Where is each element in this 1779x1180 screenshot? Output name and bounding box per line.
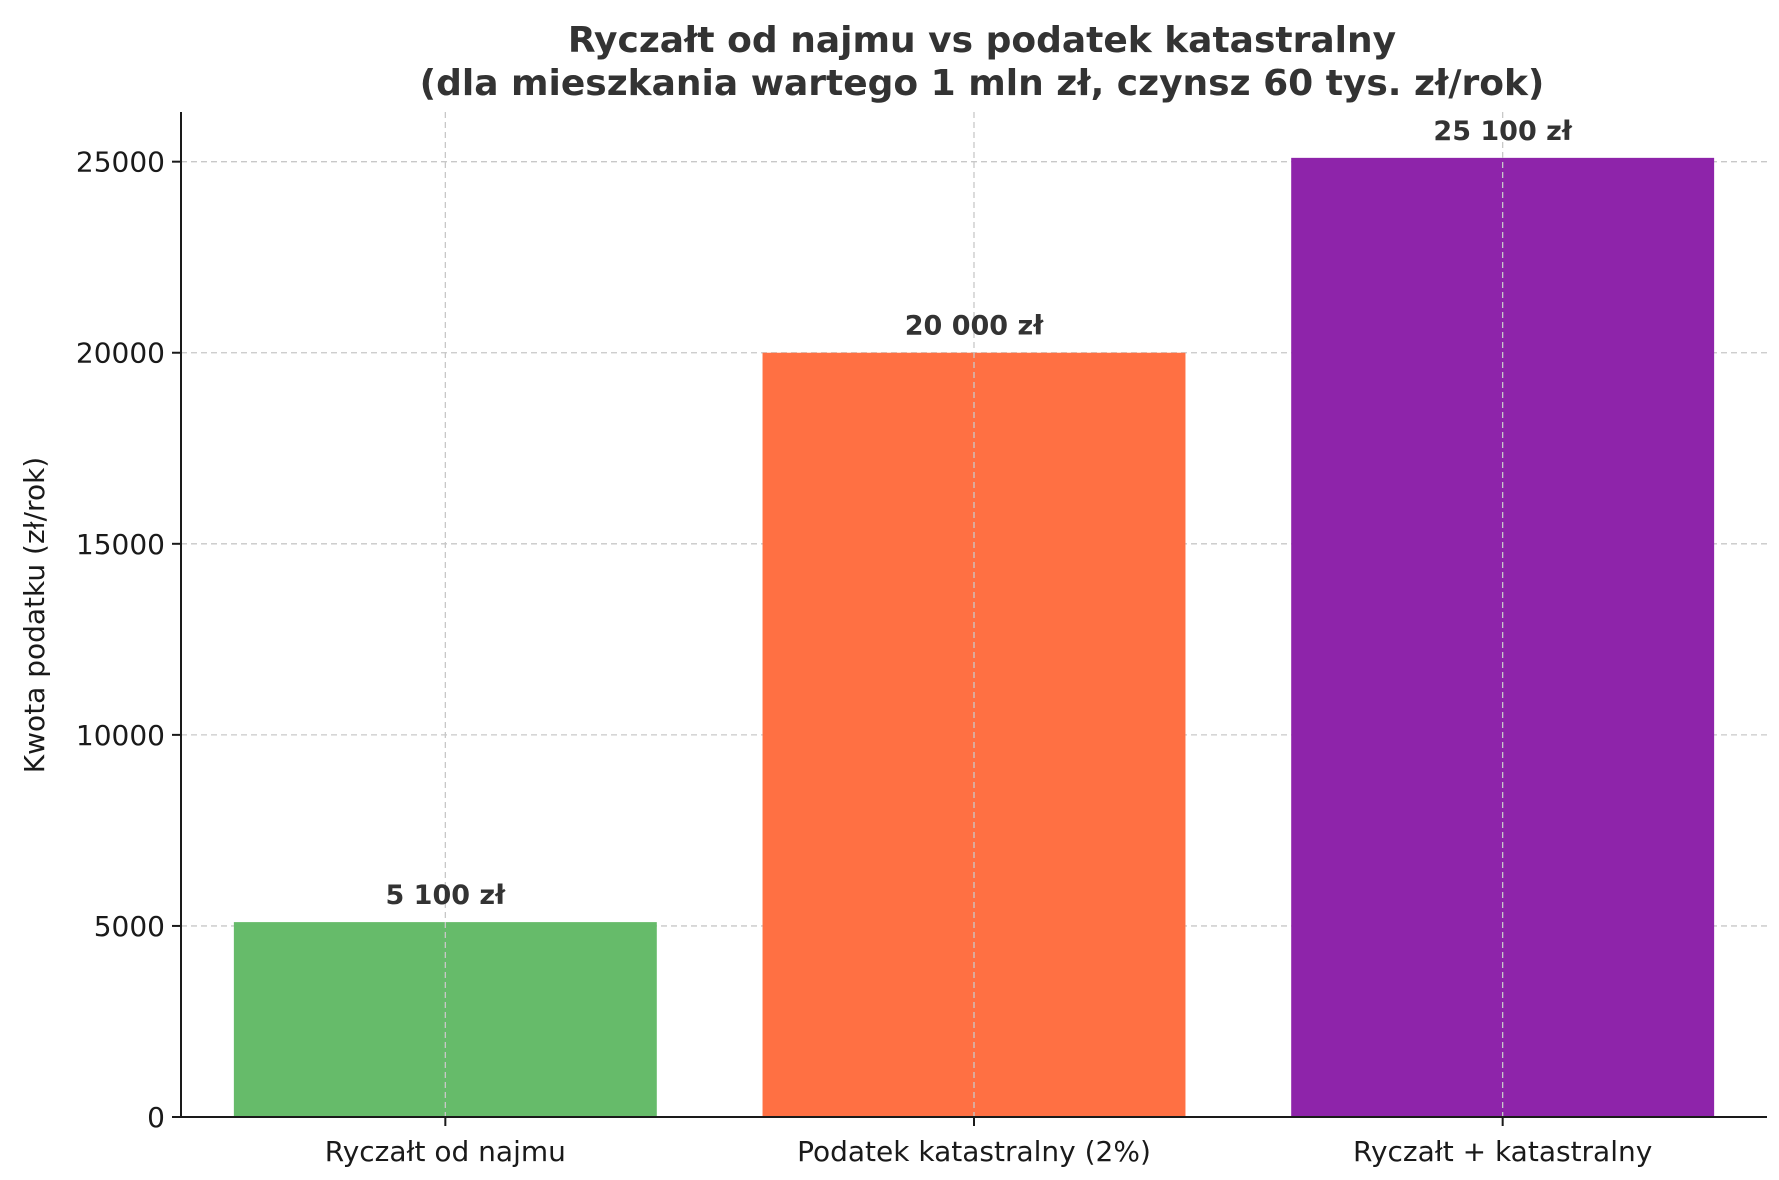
data-label: 25 100 zł [1433, 116, 1572, 147]
data-labels: 5 100 zł 20 000 zł 25 100 zł [385, 116, 1572, 911]
x-axis-ticks: Ryczałt od najmu Podatek katastralny (2%)… [325, 1117, 1652, 1168]
y-axis-label: Kwota podatku (zł/rok) [18, 457, 51, 773]
chart-title: Ryczałt od najmu vs podatek katastralny … [420, 20, 1545, 104]
data-label: 5 100 zł [385, 880, 506, 911]
x-gridlines [444, 112, 1504, 1117]
y-tick-label: 15000 [76, 528, 165, 561]
y-tick-label: 0 [147, 1101, 165, 1134]
y-tick-label: 25000 [76, 146, 165, 179]
data-label: 20 000 zł [905, 311, 1044, 342]
y-tick-label: 20000 [76, 337, 165, 370]
y-tick-label: 10000 [76, 719, 165, 752]
chart-title-line-2: (dla mieszkania wartego 1 mln zł, czynsz… [420, 63, 1545, 104]
y-tick-label: 5000 [94, 910, 165, 943]
x-tick-label: Ryczałt od najmu [325, 1135, 566, 1168]
y-axis-ticks: 0 5000 10000 15000 20000 25000 [76, 146, 181, 1134]
x-tick-label: Ryczałt + katastralny [1353, 1135, 1652, 1168]
chart-title-line-1: Ryczałt od najmu vs podatek katastralny [568, 20, 1396, 61]
x-tick-label: Podatek katastralny (2%) [797, 1135, 1151, 1168]
